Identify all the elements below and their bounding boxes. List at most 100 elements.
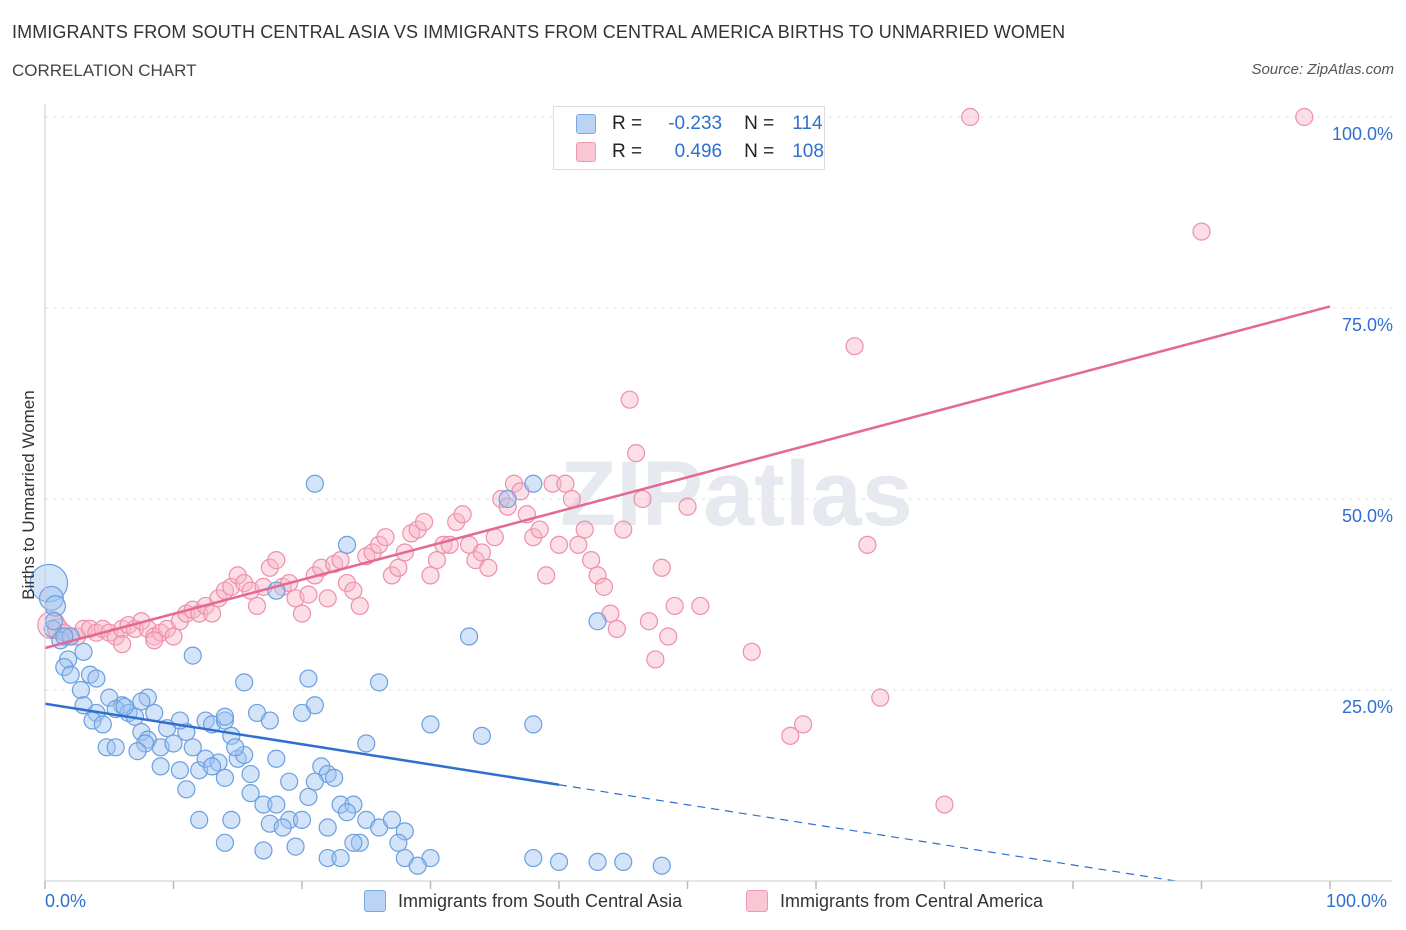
scatter-point-central-america — [858, 535, 877, 554]
scatter-point-central-america — [594, 577, 614, 596]
scatter-point-central-america — [299, 585, 318, 604]
legend-row-blue: R = -0.233 N = 114 — [576, 112, 823, 136]
scatter-point-south-central-asia — [318, 848, 337, 868]
scatter-point-central-america — [112, 635, 132, 654]
bottom-legend-item-a: Immigrants from South Central Asia — [364, 890, 682, 912]
scatter-point-south-central-asia — [614, 852, 633, 872]
y-tick-labels: 100.0% 75.0% 50.0% 25.0% — [1332, 124, 1393, 717]
y-tick-label: 25.0% — [1342, 697, 1393, 717]
scatter-point-central-america — [691, 596, 710, 616]
legend-r-label: R = — [612, 141, 643, 162]
scatter-point-south-central-asia — [331, 848, 350, 868]
trend-line-south-central-asia — [44, 702, 560, 786]
y-axis-label: Births to Unmarried Women — [19, 390, 38, 599]
scatter-point-south-central-asia — [132, 722, 151, 742]
scatter-point-south-central-asia — [260, 711, 279, 730]
scatter-point-central-america — [267, 551, 286, 570]
correlation-legend: R = -0.233 N = 114 R = 0.496 N = 108 — [553, 106, 825, 170]
scatter-point-south-central-asia — [241, 784, 260, 803]
scatter-point-south-central-asia — [588, 612, 607, 631]
scatter-point-south-central-asia — [190, 810, 209, 829]
scatter-point-south-central-asia — [273, 818, 292, 837]
scatter-point-central-america — [504, 474, 524, 493]
scatter-point-central-america — [1295, 107, 1314, 127]
scatter-point-central-america — [414, 512, 434, 532]
legend-n-value: 108 — [792, 141, 824, 162]
scatter-point-south-central-asia — [337, 803, 357, 822]
scatter-point-south-central-asia — [389, 833, 408, 852]
scatter-point-south-central-asia — [177, 780, 196, 799]
scatter-point-central-america — [871, 688, 890, 707]
bottom-legend-label-b: Immigrants from Central America — [780, 890, 1044, 911]
scatter-point-south-central-asia — [61, 665, 80, 684]
legend-n-label: N = — [744, 113, 775, 134]
scatter-point-south-central-asia — [128, 742, 147, 761]
legend-row-pink: R = 0.496 N = 108 — [576, 140, 824, 164]
scatter-point-central-america — [588, 566, 607, 585]
bottom-legend-item-b: Immigrants from Central America — [746, 890, 1043, 912]
scatter-point-central-america — [961, 107, 980, 127]
scatter-point-south-central-asia — [331, 795, 350, 814]
legend-swatch-pink — [576, 142, 596, 162]
scatter-point-south-central-asia — [235, 673, 254, 692]
scatter-point-south-central-asia — [106, 738, 125, 757]
scatter-point-central-america — [575, 520, 594, 539]
scatter-point-central-america — [845, 337, 864, 356]
scatter-point-central-america — [639, 612, 659, 631]
scatter-point-south-central-asia — [286, 837, 305, 856]
scatter-point-central-america — [935, 795, 954, 814]
bottom-legend-label-a: Immigrants from South Central Asia — [398, 890, 683, 911]
trend-line-south-central-asia-extension — [558, 784, 1176, 882]
scatter-point-south-central-asia — [215, 707, 234, 726]
source-label: Source: ZipAtlas.com — [1251, 61, 1394, 78]
scatter-point-central-america — [472, 543, 491, 562]
scatter-point-south-central-asia — [472, 726, 491, 745]
scatter-point-central-america — [556, 474, 575, 493]
scatter-point-central-america — [389, 558, 408, 577]
scatter-point-south-central-asia — [151, 757, 170, 776]
x-axis-max-label: 100.0% — [1326, 891, 1388, 911]
scatter-point-south-central-asia — [370, 673, 389, 692]
scatter-point-south-central-asia — [164, 734, 183, 753]
scatter-point-south-central-asia — [267, 749, 286, 768]
scatter-point-central-america — [382, 566, 402, 585]
scatter-point-south-central-asia — [357, 734, 376, 753]
scatter-point-central-america — [614, 520, 633, 539]
x-axis-min-label: 0.0% — [45, 891, 87, 911]
scatter-point-central-america — [292, 604, 312, 623]
scatter-point-central-america — [781, 726, 800, 745]
scatter-point-south-central-asia — [524, 715, 543, 734]
legend-r-label: R = — [612, 113, 643, 134]
legend-r-value: -0.233 — [668, 113, 723, 134]
scatter-point-central-america — [626, 444, 646, 463]
scatter-point-south-central-asia — [202, 757, 222, 776]
scatter-point-central-america — [145, 631, 164, 650]
scatter-point-south-central-asia — [350, 833, 369, 852]
scatter-point-south-central-asia — [292, 703, 312, 723]
scatter-point-central-america — [537, 566, 556, 585]
scatter-point-south-central-asia — [226, 738, 245, 757]
scatter-point-south-central-asia — [183, 646, 202, 665]
axes — [44, 104, 1392, 889]
scatter-point-south-central-asia — [55, 657, 74, 677]
bottom-legend-swatch-a — [364, 890, 386, 912]
scatter-point-south-central-asia — [183, 738, 202, 757]
scatter-point-south-central-asia — [132, 692, 151, 711]
y-tick-label: 50.0% — [1342, 506, 1393, 526]
scatter-point-south-central-asia — [115, 697, 134, 716]
scatter-point-central-america — [569, 535, 588, 554]
scatter-point-south-central-asia — [325, 768, 344, 787]
bottom-legend-swatch-b — [746, 890, 768, 912]
scatter-point-central-america — [228, 566, 247, 585]
scatter-point-south-central-asia — [312, 757, 331, 776]
scatter-point-central-america — [260, 558, 279, 577]
scatter-point-south-central-asia — [299, 669, 318, 688]
scatter-point-south-central-asia — [215, 768, 234, 787]
scatter-point-central-america — [337, 573, 357, 593]
scatter-point-central-america — [524, 528, 543, 547]
trend-line-central-america — [44, 305, 1331, 650]
scatter-point-central-america — [633, 489, 652, 509]
scatter-point-central-america — [742, 642, 761, 661]
scatter-point-central-america — [376, 528, 395, 547]
